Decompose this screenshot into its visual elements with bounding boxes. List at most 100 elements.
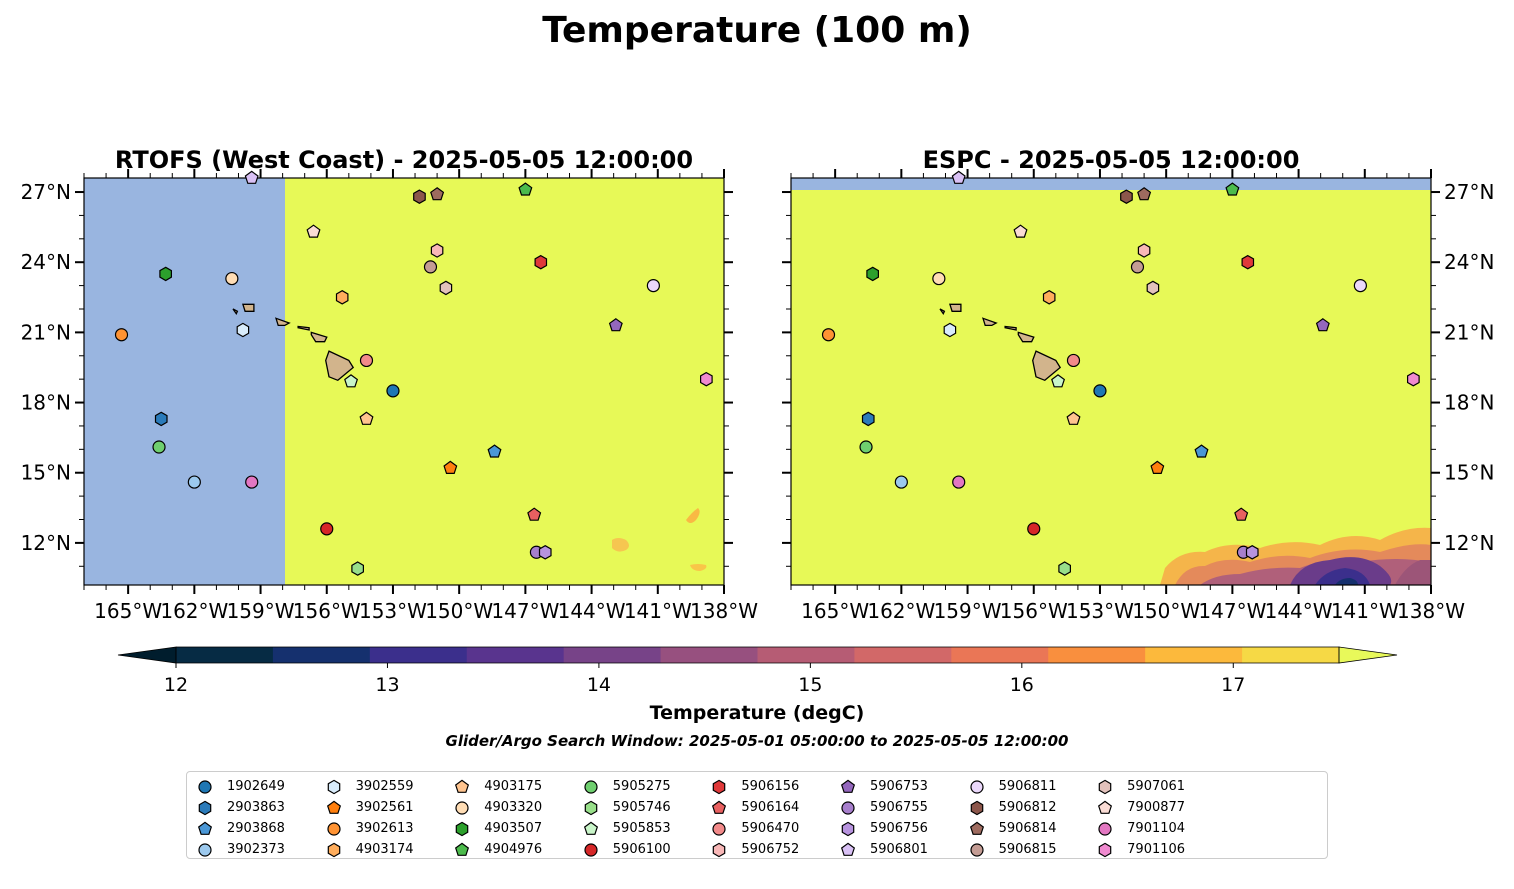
legend-item-2903868: 2903868 xyxy=(197,818,326,839)
x-tick-label: 159°W xyxy=(934,599,1002,623)
legend-marker-5907061 xyxy=(1098,779,1112,794)
legend-marker-2903868 xyxy=(197,821,213,835)
legend-label: 5905275 xyxy=(612,779,671,794)
y-tick-label: 21°N xyxy=(1444,320,1494,344)
colorbar-tick-label: 13 xyxy=(375,674,399,696)
float-marker-5906752 xyxy=(1137,243,1151,258)
legend-item-3902613: 3902613 xyxy=(326,818,455,839)
float-marker-5905275 xyxy=(152,440,166,454)
legend-swatch-4903320 xyxy=(455,800,469,815)
y-tick-label: 12°N xyxy=(1444,531,1494,555)
legend-marker-3902373 xyxy=(198,842,212,857)
rtofs-patch-2 xyxy=(686,508,700,523)
float-marker-5906811 xyxy=(1353,278,1367,293)
legend-marker-3902561 xyxy=(326,800,341,814)
legend-label: 4904976 xyxy=(484,842,543,857)
legend-item-5905746: 5905746 xyxy=(583,797,712,818)
legend-swatch-5905275 xyxy=(584,779,598,794)
legend-item-7901106: 7901106 xyxy=(1097,839,1226,860)
legend-swatch-5906753 xyxy=(840,779,855,793)
legend-label: 5906815 xyxy=(998,842,1057,857)
float-marker-5906812 xyxy=(413,189,426,204)
float-marker-3902561 xyxy=(443,460,458,474)
legend-swatch-4903175 xyxy=(455,779,470,793)
panel-rtofs: RTOFS (West Coast) - 2025-05-05 12:00:00… xyxy=(21,146,759,623)
legend-marker-5906814 xyxy=(969,821,984,835)
float-marker-5905746 xyxy=(1058,561,1072,576)
legend-marker-5906752 xyxy=(713,842,726,857)
hawaiian-islands-right xyxy=(939,303,1062,382)
float-marker-3902613 xyxy=(114,328,129,342)
y-tick-label: 15°N xyxy=(21,461,71,485)
legend-swatch-5906100 xyxy=(584,842,598,857)
float-marker-5906812 xyxy=(1120,189,1133,204)
legend-item-7901104: 7901104 xyxy=(1097,818,1226,839)
figure-title: Temperature (100 m) xyxy=(542,10,972,51)
colorbar-segment xyxy=(563,647,662,663)
legend-item-5906814: 5906814 xyxy=(969,818,1098,839)
island-0 xyxy=(325,350,355,382)
colorbar-segment xyxy=(466,647,565,663)
legend-label: 2903863 xyxy=(227,800,285,815)
legend-item-3902373: 3902373 xyxy=(197,839,326,860)
colorbar-tick-label: 15 xyxy=(798,674,822,696)
legend-marker-4903507 xyxy=(455,821,469,836)
legend-marker-7901104 xyxy=(1098,821,1112,836)
legend-swatch-5906801 xyxy=(840,842,855,856)
legend-grid: 1902649 2903863 2903868 3902373 3902559 39025… xyxy=(197,776,1354,860)
legend-swatch-5905746 xyxy=(584,800,598,815)
legend-marker-5906801 xyxy=(840,842,855,856)
x-tick-label: 147°W xyxy=(491,599,559,623)
x-tick-label: 153°W xyxy=(1066,599,1134,623)
float-marker-3902373 xyxy=(894,475,908,489)
legend-marker-5906755 xyxy=(841,800,855,815)
y-tick-label: 18°N xyxy=(1444,391,1494,415)
legend-label: 4903174 xyxy=(355,842,414,857)
island-2 xyxy=(1004,325,1017,331)
legend-marker-7901106 xyxy=(1098,842,1112,857)
colorbar-tick-label: 17 xyxy=(1221,674,1245,696)
axis-ticks-left: 165°W162°W159°W156°W153°W150°W147°W144°W… xyxy=(21,169,758,623)
float-marker-5906156 xyxy=(1241,254,1255,270)
float-marker-3902373 xyxy=(187,475,201,489)
legend-swatch-3902559 xyxy=(327,779,340,794)
float-marker-5906811 xyxy=(646,278,660,293)
float-marker-5906470 xyxy=(359,353,374,368)
float-marker-5906814 xyxy=(430,187,445,201)
island-3 xyxy=(274,317,291,327)
x-tick-label: 150°W xyxy=(1132,599,1200,623)
x-tick-label: 138°W xyxy=(690,599,758,623)
legend-marker-5906156 xyxy=(713,779,726,794)
x-tick-label: 144°W xyxy=(1265,599,1333,623)
float-marker-5906756 xyxy=(538,545,552,560)
float-marker-4903507 xyxy=(866,266,880,282)
legend-marker-5906164 xyxy=(712,800,727,814)
float-marker-5906801 xyxy=(244,170,259,184)
legend-label: 5906814 xyxy=(998,821,1057,836)
legend-marker-2903863 xyxy=(198,800,212,815)
colorbar-segment xyxy=(854,647,952,663)
legend-item-5906156: 5906156 xyxy=(711,776,840,797)
colorbar-segment xyxy=(272,647,371,663)
legend-swatch-4903507 xyxy=(455,821,469,836)
espc-axes-frame xyxy=(790,177,1432,586)
espc-no-data-strip xyxy=(791,178,1431,190)
float-marker-4903507 xyxy=(159,266,172,282)
island-4 xyxy=(242,303,255,312)
colorbar-outline xyxy=(175,646,1340,664)
legend-item-5906164: 5906164 xyxy=(711,797,840,818)
colorbar-tick-label: 16 xyxy=(1010,674,1034,696)
float-marker-5906164 xyxy=(527,507,542,521)
island-4 xyxy=(949,303,962,312)
float-marker-5905746 xyxy=(351,561,364,576)
float-marker-2903863 xyxy=(154,411,168,427)
x-tick-label: 162°W xyxy=(867,599,935,623)
legend-label: 4903175 xyxy=(484,779,543,794)
float-marker-1902649 xyxy=(386,384,400,398)
colorbar-segment xyxy=(1242,647,1340,663)
legend-label: 4903507 xyxy=(484,821,543,836)
legend-item-5905853: 5905853 xyxy=(583,818,712,839)
colorbar-tick-label: 14 xyxy=(587,674,611,696)
float-marker-5907061 xyxy=(439,280,453,296)
legend-marker-5905746 xyxy=(584,800,598,815)
